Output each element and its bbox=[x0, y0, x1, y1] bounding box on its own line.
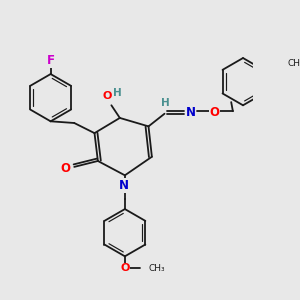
Text: H: H bbox=[161, 98, 170, 108]
Text: H: H bbox=[113, 88, 122, 98]
Text: N: N bbox=[119, 179, 129, 192]
Text: O: O bbox=[209, 106, 219, 119]
Text: N: N bbox=[186, 106, 196, 119]
Text: F: F bbox=[46, 54, 55, 67]
Text: O: O bbox=[61, 162, 71, 175]
Text: CH₃: CH₃ bbox=[287, 58, 300, 68]
Text: O: O bbox=[120, 263, 130, 273]
Text: O: O bbox=[103, 91, 112, 101]
Text: CH₃: CH₃ bbox=[148, 264, 165, 273]
